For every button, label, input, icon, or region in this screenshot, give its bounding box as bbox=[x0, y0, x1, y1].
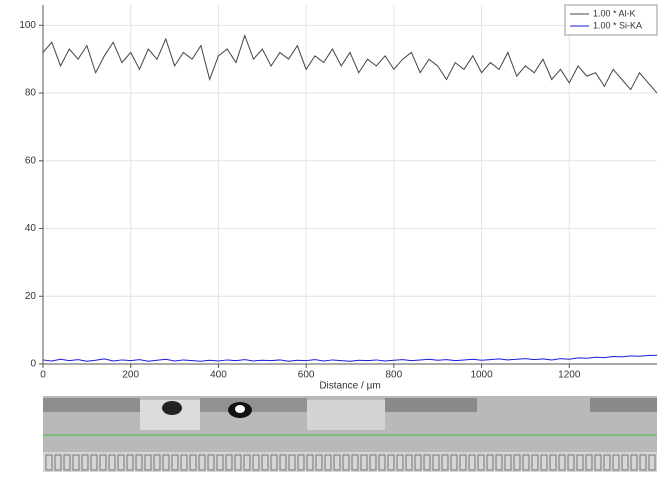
sem-region bbox=[590, 398, 657, 412]
sem-tooth bbox=[585, 454, 593, 471]
sem-tooth bbox=[648, 454, 656, 471]
sem-tooth bbox=[45, 454, 53, 471]
sem-tooth bbox=[396, 454, 404, 471]
sem-tooth bbox=[522, 454, 530, 471]
sem-tooth bbox=[108, 454, 116, 471]
sem-tooth bbox=[468, 454, 476, 471]
sem-tooth bbox=[558, 454, 566, 471]
sem-tooth bbox=[63, 454, 71, 471]
sem-tooth bbox=[639, 454, 647, 471]
sem-tooth bbox=[288, 454, 296, 471]
sem-tooth bbox=[144, 454, 152, 471]
legend-box bbox=[564, 4, 658, 36]
sem-tooth bbox=[198, 454, 206, 471]
y-tick-label: 20 bbox=[25, 291, 37, 302]
sem-tooth bbox=[225, 454, 233, 471]
y-tick-label: 40 bbox=[25, 223, 37, 234]
sem-tooth bbox=[54, 454, 62, 471]
sem-tooth bbox=[432, 454, 440, 471]
sem-tooth bbox=[99, 454, 107, 471]
sem-tooth bbox=[216, 454, 224, 471]
sem-tooth bbox=[207, 454, 215, 471]
sem-tooth bbox=[315, 454, 323, 471]
sem-tooth bbox=[126, 454, 134, 471]
sem-teeth bbox=[45, 454, 656, 471]
sem-tooth bbox=[72, 454, 80, 471]
sem-tooth bbox=[342, 454, 350, 471]
y-tick-label: 60 bbox=[25, 155, 37, 166]
sem-tooth bbox=[252, 454, 260, 471]
sem-tooth bbox=[180, 454, 188, 471]
sem-tooth bbox=[360, 454, 368, 471]
data-line bbox=[42, 354, 658, 362]
sem-tooth bbox=[135, 454, 143, 471]
sem-tooth bbox=[333, 454, 341, 471]
sem-tooth bbox=[162, 454, 170, 471]
sem-tooth bbox=[279, 454, 287, 471]
x-tick-label: 800 bbox=[386, 370, 403, 381]
data-line bbox=[42, 33, 658, 94]
sem-tooth bbox=[576, 454, 584, 471]
x-tick-label: 400 bbox=[210, 370, 227, 381]
sem-region bbox=[307, 400, 385, 430]
sem-tooth bbox=[621, 454, 629, 471]
sem-tooth bbox=[549, 454, 557, 471]
sem-region bbox=[200, 398, 307, 412]
sem-tooth bbox=[306, 454, 314, 471]
x-tick-label: 1000 bbox=[470, 370, 493, 381]
sem-tooth bbox=[603, 454, 611, 471]
x-tick-label: 1200 bbox=[558, 370, 581, 381]
sem-tooth bbox=[450, 454, 458, 471]
sem-tooth bbox=[531, 454, 539, 471]
legend-label: 1.00 * Si-KA bbox=[593, 20, 642, 30]
y-tick-label: 80 bbox=[25, 88, 37, 99]
sem-region bbox=[385, 398, 477, 412]
sem-tooth bbox=[81, 454, 89, 471]
sem-tooth bbox=[459, 454, 467, 471]
sem-tooth bbox=[504, 454, 512, 471]
sem-tooth bbox=[351, 454, 359, 471]
sem-region bbox=[43, 398, 140, 412]
sem-tooth bbox=[324, 454, 332, 471]
sem-tooth bbox=[405, 454, 413, 471]
sem-particle bbox=[235, 405, 245, 413]
sem-image bbox=[43, 396, 657, 472]
sem-tooth bbox=[612, 454, 620, 471]
sem-particle bbox=[162, 401, 182, 415]
sem-tooth bbox=[513, 454, 521, 471]
x-tick-label: 600 bbox=[298, 370, 315, 381]
sem-tooth bbox=[270, 454, 278, 471]
sem-tooth bbox=[567, 454, 575, 471]
sem-tooth bbox=[423, 454, 431, 471]
y-tick-label: 100 bbox=[19, 20, 36, 31]
sem-tooth bbox=[495, 454, 503, 471]
sem-tooth bbox=[261, 454, 269, 471]
legend-label: 1.00 * Al-K bbox=[593, 8, 636, 18]
y-tick-label: 0 bbox=[30, 359, 36, 370]
x-tick-label: 0 bbox=[40, 370, 46, 381]
sem-tooth bbox=[414, 454, 422, 471]
sem-tooth bbox=[90, 454, 98, 471]
x-tick-label: 200 bbox=[122, 370, 139, 381]
sem-tooth bbox=[171, 454, 179, 471]
sem-tooth bbox=[486, 454, 494, 471]
sem-tooth bbox=[234, 454, 242, 471]
sem-tooth bbox=[117, 454, 125, 471]
sem-tooth bbox=[189, 454, 197, 471]
sem-tooth bbox=[153, 454, 161, 471]
sem-tooth bbox=[441, 454, 449, 471]
sem-tooth bbox=[243, 454, 251, 471]
x-axis-label: Distance / µm bbox=[319, 381, 380, 392]
sem-tooth bbox=[630, 454, 638, 471]
sem-tooth bbox=[540, 454, 548, 471]
sem-tooth bbox=[477, 454, 485, 471]
sem-tooth bbox=[594, 454, 602, 471]
sem-tooth bbox=[378, 454, 386, 471]
sem-tooth bbox=[387, 454, 395, 471]
sem-tooth bbox=[369, 454, 377, 471]
sem-tooth bbox=[297, 454, 305, 471]
